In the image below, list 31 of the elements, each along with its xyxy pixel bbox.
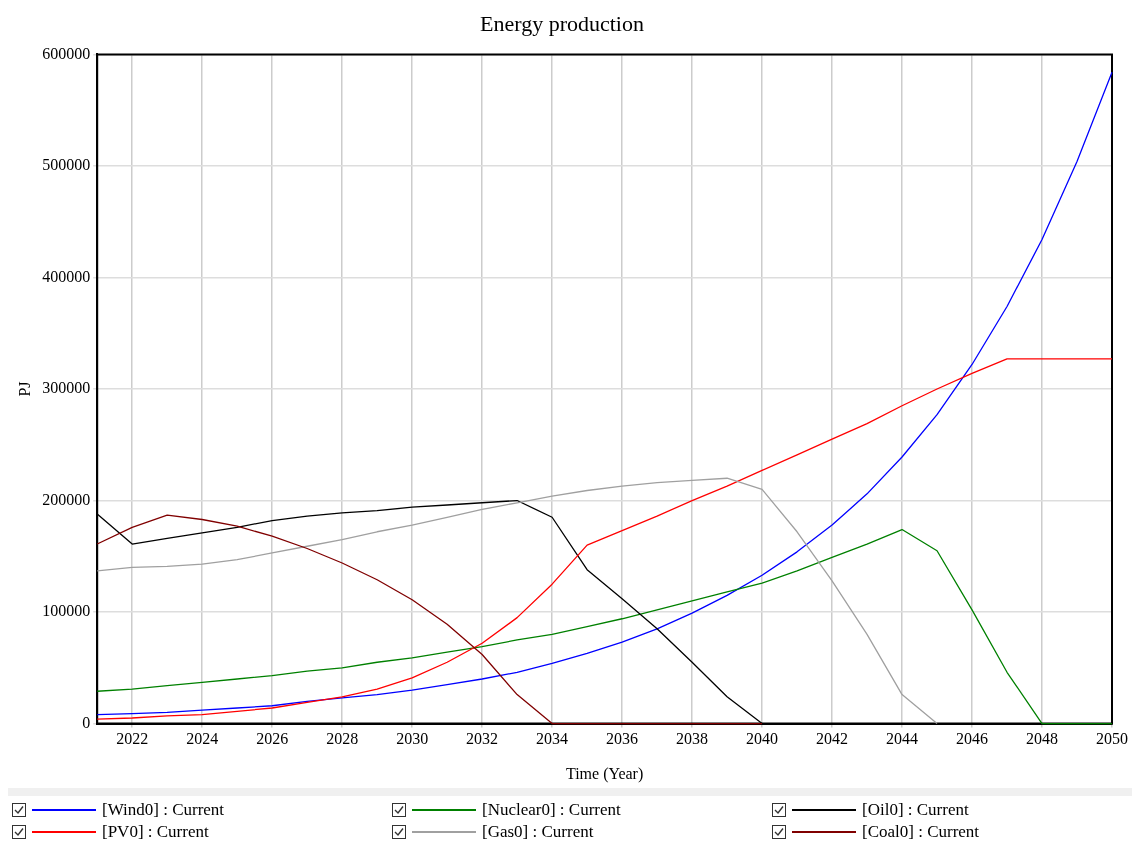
chart-title: Energy production [480,10,644,36]
y-tick-label: 200000 [42,490,91,508]
y-tick-label: 500000 [42,156,91,174]
x-tick-label: 2026 [256,730,289,748]
x-axis-title: Time (Year) [565,764,644,783]
legend-label: [PV0] : Current [102,822,209,842]
x-tick-label: 2036 [606,730,639,748]
y-tick-label: 100000 [42,602,91,620]
x-tick-label: 2030 [396,730,429,748]
x-tick-label: 2038 [676,730,709,748]
y-tick-label: 400000 [42,267,91,285]
y-axis-title: PJ [15,381,33,397]
x-tick-label: 2024 [186,730,219,748]
x-tick-label: 2042 [816,730,849,748]
legend-label: [Wind0] : Current [102,800,225,820]
x-tick-label: 2048 [1026,730,1059,748]
x-tick-label: 2044 [886,730,919,748]
legend-label: [Oil0] : Current [862,800,969,820]
legend-label: [Gas0] : Current [482,822,594,842]
x-tick-label: 2034 [536,730,569,748]
y-tick-label: 600000 [42,44,91,62]
x-tick-label: 2040 [746,730,779,748]
x-tick-label: 2032 [466,730,499,748]
legend-label: [Nuclear0] : Current [482,800,621,820]
x-tick-label: 2028 [326,730,359,748]
x-tick-label: 2022 [116,730,149,748]
x-tick-label: 2046 [956,730,989,748]
y-tick-label: 300000 [42,379,91,397]
y-tick-label: 0 [82,713,91,731]
x-tick-label: 2050 [1096,730,1128,748]
legend-label: [Coal0] : Current [862,822,980,842]
